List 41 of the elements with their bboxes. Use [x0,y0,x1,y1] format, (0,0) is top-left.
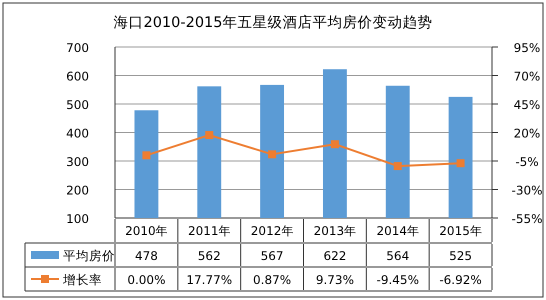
y-tick-label: 100 [66,212,89,226]
point [456,159,465,168]
data-label: 567 [260,249,284,263]
x-tick-label: 2013年 [314,224,356,238]
y2-tick-label: -55% [511,212,543,226]
y2-tick-label: -5% [515,155,539,169]
y-tick-label: 600 [66,70,89,84]
x-tick-label: 2010年 [125,224,168,238]
data-label: 0.87% [253,273,292,287]
data-label: -6.92% [439,273,482,287]
y-tick-label: 700 [66,41,89,55]
y-tick-label: 300 [66,155,89,169]
y2-tick-label: 20% [514,126,540,140]
x-tick-label: 2015年 [439,224,482,238]
point [330,140,339,148]
y-tick-label: 500 [66,98,89,112]
data-label: 17.77% [186,273,232,287]
data-label: 9.73% [316,273,354,287]
data-label: 525 [449,249,472,263]
data-label: -9.45% [376,273,419,287]
point [394,162,402,170]
y2-tick-label: 45% [514,98,540,112]
point [142,151,150,160]
y-tick-label: 400 [66,126,89,140]
x-tick-label: 2012年 [250,224,294,238]
point [268,150,276,158]
data-label: 564 [386,249,410,263]
y-tick-label: 200 [66,184,89,198]
legend-label: 平均房价 [63,248,115,263]
x-tick-label: 2014年 [376,224,420,238]
data-label: 0.00% [127,273,166,287]
data-label: 478 [134,249,158,263]
data-label: 622 [323,249,346,263]
y2-tick-label: 95% [514,41,540,55]
legend-label: 增长率 [62,272,102,287]
chart-title: 海口2010-2015年五星级酒店平均房价变动趋势 [113,14,433,31]
x-tick-label: 2011年 [188,224,231,238]
point [205,131,214,140]
y2-tick-label: 70% [514,70,540,84]
y2-tick-label: -30% [511,184,543,198]
data-label: 562 [198,249,221,263]
